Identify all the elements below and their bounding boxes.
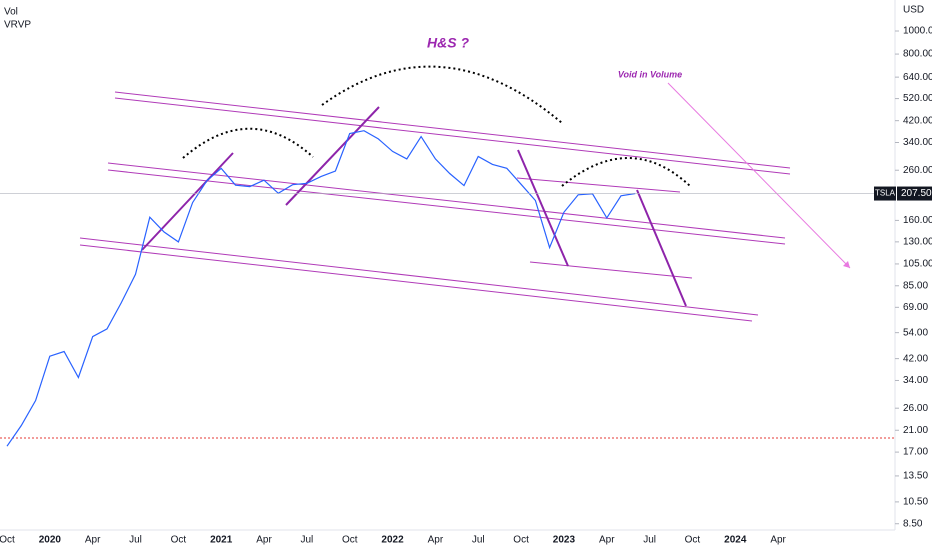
x-tick-label: Apr	[770, 535, 786, 546]
annotation: Void in Volume	[618, 69, 682, 79]
symbol-label: TSLA	[875, 189, 896, 198]
x-tick-label: 2020	[39, 535, 62, 546]
y-tick-label: 260.00	[903, 165, 932, 176]
y-tick-label: 8.50	[903, 518, 923, 529]
x-tick-label: Oct	[685, 535, 701, 546]
y-tick-label: 42.00	[903, 353, 928, 364]
y-tick-label: 420.00	[903, 115, 932, 126]
price-tag-label: 207.50	[901, 188, 932, 199]
x-tick-label: Oct	[0, 535, 15, 546]
y-tick-label: 26.00	[903, 403, 928, 414]
y-tick-label: 13.50	[903, 471, 928, 482]
y-tick-label: 340.00	[903, 137, 932, 148]
x-tick-label: Jul	[129, 535, 142, 546]
x-tick-label: Jul	[643, 535, 656, 546]
indicator-label: VRVP	[4, 20, 31, 31]
x-tick-label: 2021	[210, 535, 233, 546]
y-tick-label: 21.00	[903, 425, 928, 436]
y-tick-label: 1000.00	[903, 26, 932, 37]
x-tick-label: Apr	[599, 535, 615, 546]
x-tick-label: 2023	[553, 535, 576, 546]
y-tick-label: 640.00	[903, 72, 932, 83]
x-tick-label: Apr	[428, 535, 444, 546]
x-tick-label: Oct	[171, 535, 187, 546]
x-tick-label: Oct	[342, 535, 358, 546]
x-tick-label: Apr	[85, 535, 101, 546]
x-tick-label: Jul	[300, 535, 313, 546]
y-tick-label: 105.00	[903, 259, 932, 270]
annotation: H&S ?	[427, 35, 469, 51]
price-line	[6, 130, 636, 447]
x-tick-label: Jul	[472, 535, 485, 546]
x-tick-label: Oct	[513, 535, 529, 546]
y-tick-label: 130.00	[903, 237, 932, 248]
currency-label: USD	[903, 5, 924, 16]
y-tick-label: 69.00	[903, 302, 928, 313]
y-tick-label: 34.00	[903, 375, 928, 386]
y-tick-label: 85.00	[903, 280, 928, 291]
y-tick-label: 520.00	[903, 93, 932, 104]
x-tick-label: 2022	[381, 535, 404, 546]
price-tag	[897, 186, 932, 201]
y-tick-label: 17.00	[903, 447, 928, 458]
y-tick-label: 160.00	[903, 215, 932, 226]
y-tick-label: 800.00	[903, 49, 932, 60]
indicator-label: Vol	[4, 7, 18, 18]
y-tick-label: 10.50	[903, 497, 928, 508]
x-tick-label: Apr	[256, 535, 272, 546]
drawings	[0, 65, 895, 439]
x-tick-label: 2024	[724, 535, 747, 546]
symbol-tag	[874, 186, 896, 201]
y-tick-label: 54.00	[903, 327, 928, 338]
